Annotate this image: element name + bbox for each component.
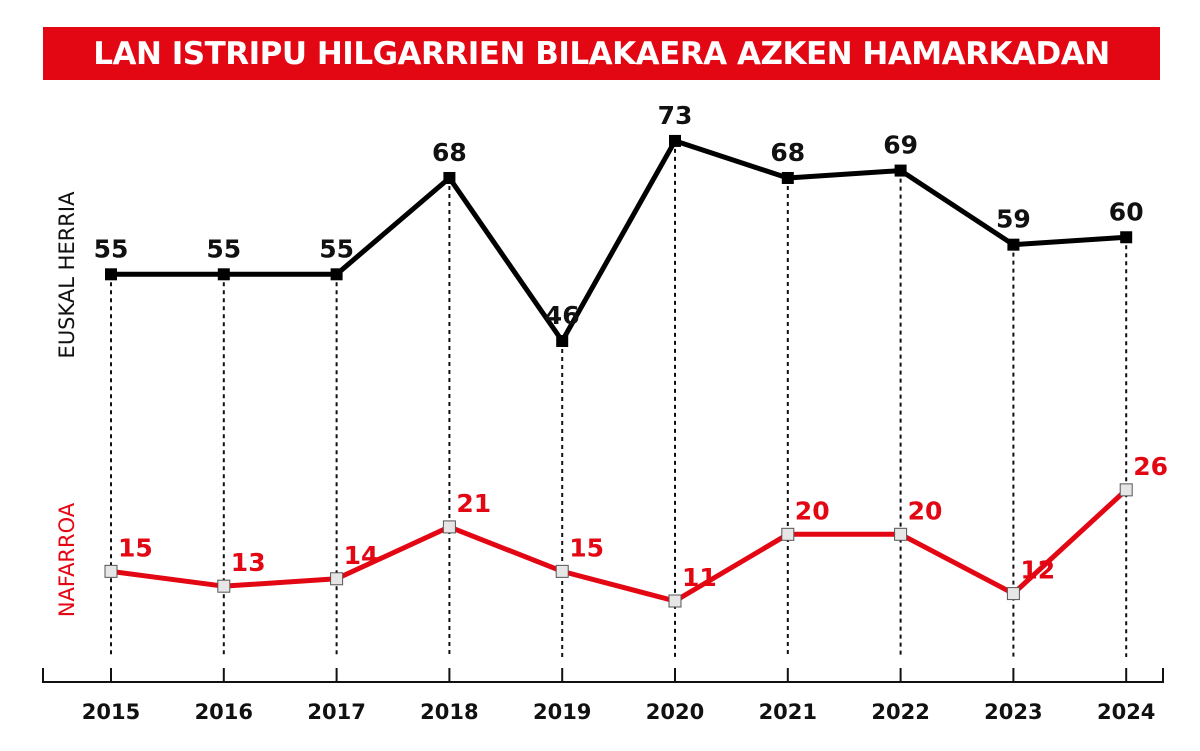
data-marker xyxy=(443,171,456,184)
data-marker xyxy=(217,579,231,593)
data-label: 55 xyxy=(319,234,354,263)
x-tick-label: 2021 xyxy=(759,700,817,724)
data-marker xyxy=(1006,587,1020,601)
data-label: 68 xyxy=(770,138,805,167)
series-line-0 xyxy=(111,138,1127,344)
data-marker xyxy=(1119,483,1133,497)
data-marker xyxy=(669,134,681,147)
x-tick-label: 2019 xyxy=(533,700,591,724)
data-marker xyxy=(894,527,908,541)
data-label: 11 xyxy=(682,563,717,592)
data-label: 46 xyxy=(545,301,580,330)
data-label: 60 xyxy=(1109,197,1144,226)
data-marker xyxy=(442,520,456,534)
data-label: 14 xyxy=(344,541,379,570)
data-label: 26 xyxy=(1133,452,1168,481)
data-marker xyxy=(104,564,118,578)
title-banner: LAN ISTRIPU HILGARRIEN BILAKAERA AZKEN H… xyxy=(43,27,1160,80)
data-label: 15 xyxy=(118,533,153,562)
data-label: 20 xyxy=(795,496,830,525)
data-label: 13 xyxy=(231,548,266,577)
data-marker xyxy=(781,527,795,541)
x-tick-label: 2024 xyxy=(1097,700,1155,724)
data-marker xyxy=(1007,238,1020,251)
x-tick-label: 2015 xyxy=(82,700,140,724)
data-label: 68 xyxy=(432,138,467,167)
data-label: 15 xyxy=(569,533,604,562)
data-marker xyxy=(556,335,569,347)
series-label-nafarroa: NAFARROA xyxy=(55,502,79,617)
data-label: 12 xyxy=(1020,556,1055,585)
data-marker xyxy=(555,564,569,578)
series-line-1 xyxy=(110,488,1128,604)
x-tick-label: 2023 xyxy=(984,700,1042,724)
data-marker xyxy=(217,268,230,281)
data-marker xyxy=(781,171,794,184)
data-marker xyxy=(894,164,907,177)
x-tick-label: 2022 xyxy=(871,700,929,724)
data-marker xyxy=(1120,231,1133,244)
data-marker xyxy=(668,594,682,608)
data-label: 55 xyxy=(94,234,129,263)
data-label: 59 xyxy=(996,205,1031,234)
x-tick-label: 2017 xyxy=(307,700,365,724)
data-label: 69 xyxy=(883,131,918,160)
data-marker xyxy=(330,572,344,586)
series-label-euskal-herria: EUSKAL HERRIA xyxy=(55,191,79,359)
chart-title: LAN ISTRIPU HILGARRIEN BILAKAERA AZKEN H… xyxy=(93,35,1110,72)
data-label: 20 xyxy=(908,496,943,525)
data-label: 21 xyxy=(456,489,491,518)
data-label: 73 xyxy=(658,101,693,130)
data-label: 55 xyxy=(206,234,241,263)
x-tick-label: 2018 xyxy=(420,700,478,724)
data-marker xyxy=(105,268,117,281)
data-marker xyxy=(330,268,343,281)
x-tick-label: 2020 xyxy=(646,700,704,724)
x-tick-label: 2016 xyxy=(195,700,253,724)
